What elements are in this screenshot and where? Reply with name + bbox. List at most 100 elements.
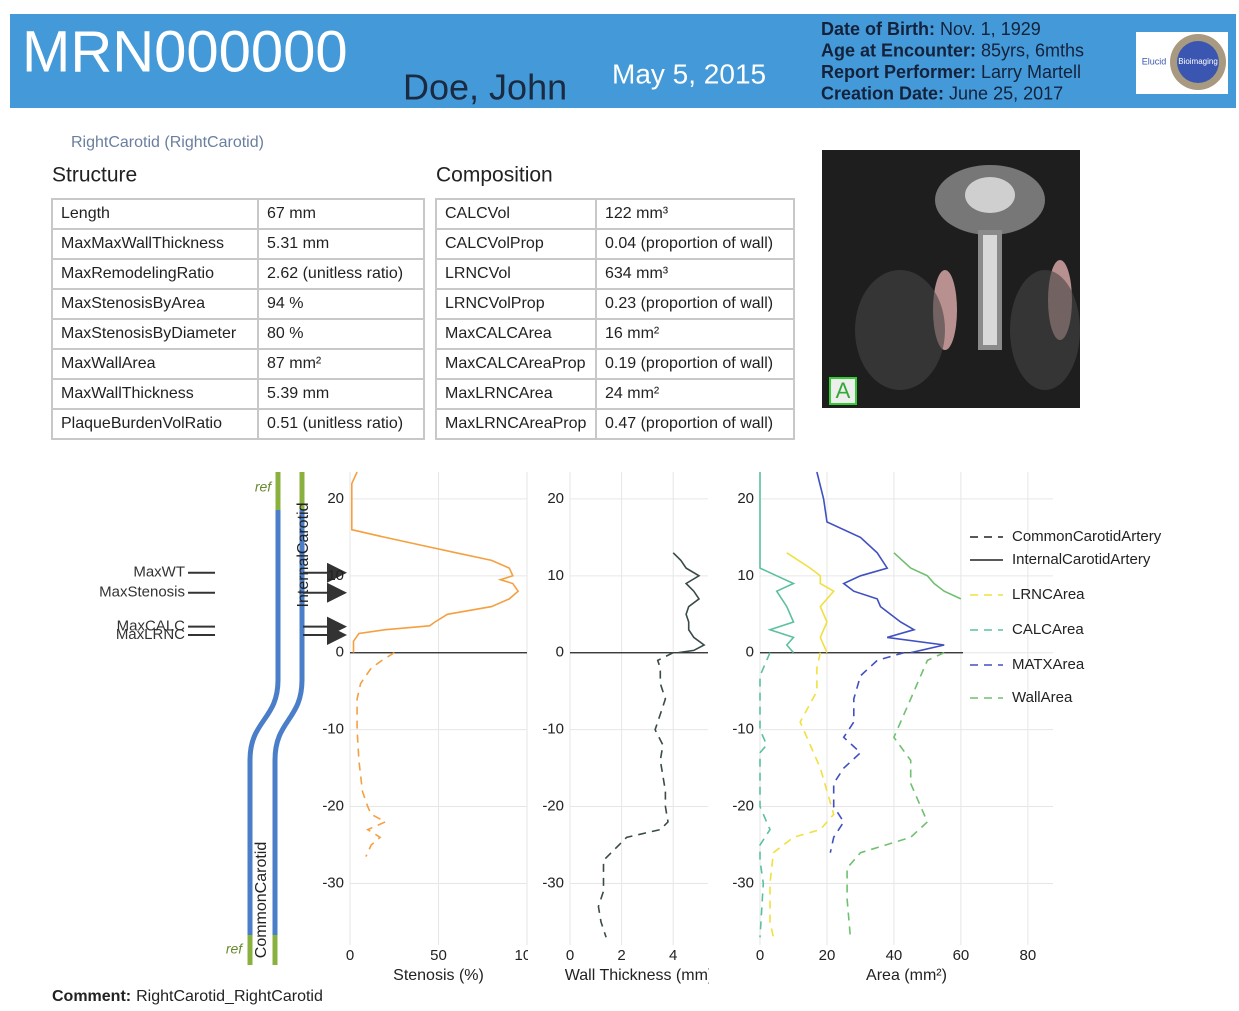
marker-label: MaxWT <box>133 564 185 581</box>
x-axis-label: Area (mm²) <box>866 967 947 984</box>
subtitle: RightCarotid (RightCarotid) <box>71 134 264 151</box>
cell-text: PlaqueBurdenVolRatio <box>61 415 222 432</box>
legend-label: CALCArea <box>1012 621 1084 638</box>
table-title: Composition <box>436 164 553 187</box>
image-label: A <box>836 378 851 403</box>
table-title: Structure <box>52 164 137 187</box>
y-tick-label: -20 <box>322 798 344 815</box>
data-line <box>847 653 944 938</box>
vessel-diagram: ref ref InternalCarotid CommonCarotid <box>226 472 312 965</box>
cell-text: 0.19 (proportion of wall) <box>605 355 773 372</box>
x-tick-label: 20 <box>819 947 836 964</box>
detail: Creation Date:June 25, 2017 <box>821 83 1063 103</box>
legend-label: LRNCArea <box>1012 586 1085 603</box>
data-line <box>357 653 394 857</box>
report: MRN000000 Doe, John May 5, 2015 Date of … <box>0 0 1239 1011</box>
marker-label: MaxLRNC <box>116 626 185 643</box>
y-tick-label: 20 <box>547 490 564 507</box>
cell-text: 5.31 mm <box>267 235 329 252</box>
cell-text: 16 mm² <box>605 325 660 342</box>
x-tick-label: 0 <box>566 947 574 964</box>
cell-text: 5.39 mm <box>267 385 329 402</box>
cell-text: MaxStenosisByArea <box>61 295 205 312</box>
data-line <box>760 653 770 938</box>
y-tick-label: 10 <box>737 567 754 584</box>
cell-text: Length <box>61 205 110 222</box>
cell-text: 0.47 (proportion of wall) <box>605 415 773 432</box>
encounter-date: May 5, 2015 <box>612 58 766 89</box>
cell-text: MaxCALCArea <box>445 325 552 342</box>
y-tick-label: -30 <box>732 874 754 891</box>
y-tick-label: 0 <box>556 644 564 661</box>
y-tick-label: 20 <box>327 490 344 507</box>
legend-label: InternalCarotidArtery <box>1012 551 1151 568</box>
logo-text: Bioimaging <box>1178 57 1218 66</box>
segment-label: InternalCarotid <box>295 503 312 608</box>
x-axis-label: Wall Thickness (mm) <box>565 967 713 984</box>
cell-text: 24 mm² <box>605 385 660 402</box>
y-tick-label: 0 <box>746 644 754 661</box>
x-tick-label: 2 <box>617 947 625 964</box>
cell-text: 0.51 (unitless ratio) <box>267 415 403 432</box>
logo-text: Elucid <box>1142 56 1167 66</box>
cell-text: 67 mm <box>267 205 316 222</box>
data-line <box>598 653 673 938</box>
y-tick-label: -10 <box>322 721 344 738</box>
y-tick-label: -20 <box>542 798 564 815</box>
cell-text: 2.62 (unitless ratio) <box>267 265 403 282</box>
cell-text: 87 mm² <box>267 355 322 372</box>
detail-value: 85yrs, 6mths <box>981 40 1084 60</box>
detail: Date of Birth:Nov. 1, 1929 <box>821 19 1041 39</box>
detail-label: Date of Birth: <box>821 19 935 39</box>
x-tick-label: 80 <box>1020 947 1037 964</box>
y-tick-label: -30 <box>322 874 344 891</box>
cell-text: MaxLRNCArea <box>445 385 553 402</box>
cell-text: MaxRemodelingRatio <box>61 265 214 282</box>
y-tick-label: -10 <box>542 721 564 738</box>
comment-label: Comment: <box>52 988 131 1005</box>
patient-name: Doe, John <box>403 67 567 108</box>
y-tick-label: 20 <box>737 490 754 507</box>
detail-value: Nov. 1, 1929 <box>940 19 1041 39</box>
cell-text: MaxStenosisByDiameter <box>61 325 237 342</box>
y-tick-label: 0 <box>336 644 344 661</box>
cell-text: 80 % <box>267 325 303 342</box>
x-tick-label: 40 <box>886 947 903 964</box>
tables: Structure Length 67 mm MaxMaxWallThickness 5… <box>52 164 794 439</box>
x-tick-label: 50 <box>430 947 447 964</box>
ref-label: ref <box>255 479 273 495</box>
legend-label: WallArea <box>1012 689 1073 706</box>
detail: Report Performer:Larry Martell <box>821 62 1081 82</box>
cell-text: 0.23 (proportion of wall) <box>605 295 773 312</box>
cell-text: 634 mm³ <box>605 265 669 282</box>
detail-label: Report Performer: <box>821 62 976 82</box>
ct-image: A <box>822 150 1080 408</box>
y-tick-label: 10 <box>547 567 564 584</box>
detail-label: Creation Date: <box>821 83 944 103</box>
data-line <box>830 653 904 853</box>
cell-text: 122 mm³ <box>605 205 669 222</box>
legend-label: MATXArea <box>1012 656 1085 673</box>
legend-label: CommonCarotidArtery <box>1012 528 1162 545</box>
cell-text: MaxWallArea <box>61 355 156 372</box>
x-tick-label: 100 <box>514 947 539 964</box>
comment-text: RightCarotid_RightCarotid <box>136 988 323 1005</box>
detail-value: Larry Martell <box>981 62 1081 82</box>
cell-text: 0.04 (proportion of wall) <box>605 235 773 252</box>
x-tick-label: 0 <box>346 947 354 964</box>
cell-text: CALCVol <box>445 205 510 222</box>
cell-text: LRNCVolProp <box>445 295 545 312</box>
cell-text: 94 % <box>267 295 303 312</box>
cell-text: MaxCALCAreaProp <box>445 355 586 372</box>
y-tick-label: -30 <box>542 874 564 891</box>
marker-label: MaxStenosis <box>99 584 185 601</box>
segment-label: CommonCarotid <box>253 842 270 958</box>
cell-text: MaxMaxWallThickness <box>61 235 224 252</box>
detail: Age at Encounter:85yrs, 6mths <box>821 40 1084 60</box>
